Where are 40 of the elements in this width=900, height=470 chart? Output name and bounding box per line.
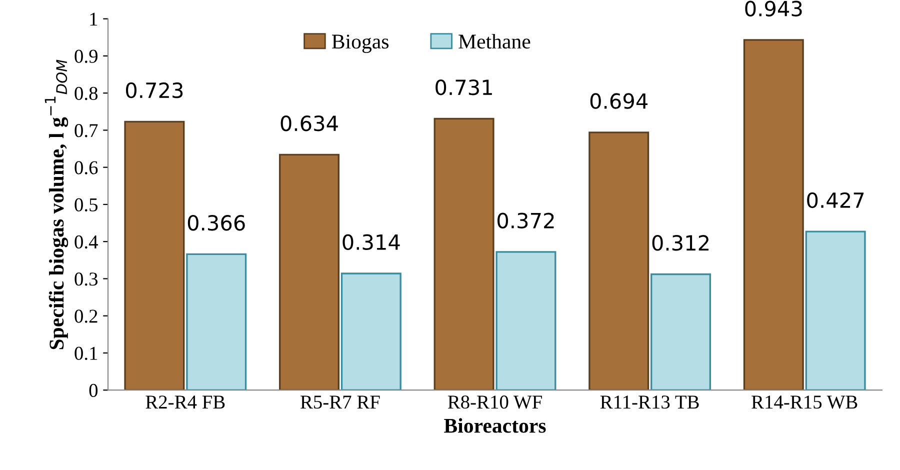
y-tick-label: 0.5 (74, 198, 98, 212)
bar (588, 132, 650, 390)
data-label: 0.634 (280, 115, 338, 132)
bar (650, 273, 712, 390)
bar (186, 253, 247, 390)
x-tick-label: R8-R10 WF (448, 396, 542, 409)
y-tick-label: 0 (89, 384, 98, 398)
data-label: 0.366 (188, 214, 245, 231)
y-tick-label: 0.2 (74, 310, 98, 323)
data-label: 0.312 (652, 235, 708, 251)
bar (124, 120, 185, 390)
bar (434, 118, 494, 390)
data-label: 0.314 (342, 234, 400, 250)
bar (805, 230, 866, 390)
x-axis-title: Bioreactors (444, 418, 546, 433)
legend-label: Methane (458, 34, 530, 49)
y-tick-label: 0.1 (74, 346, 98, 360)
y-tick-label: 0.9 (74, 50, 98, 63)
legend-label: Biogas (332, 34, 388, 53)
x-tick-label: R2-R4 FB (146, 396, 225, 409)
y-tick-label: 0.4 (74, 235, 98, 249)
data-label: 0.943 (745, 0, 802, 16)
bar (278, 154, 340, 390)
x-tick-label: R5-R7 RF (300, 396, 380, 409)
x-tick-label: R14-R15 WB (752, 396, 858, 409)
data-label: 0.694 (590, 93, 648, 109)
y-tick-label: 0.8 (74, 86, 98, 100)
y-tick-label: 0.7 (74, 124, 98, 138)
data-label: 0.723 (126, 82, 183, 98)
bar (496, 251, 556, 390)
y-tick-label: 1 (90, 12, 98, 26)
data-label: 0.731 (436, 79, 492, 96)
data-label: 0.372 (498, 212, 554, 228)
bar (340, 272, 402, 390)
bar (743, 39, 804, 390)
x-tick-label: R11-R13 TB (600, 396, 699, 409)
y-tick-label: 0.3 (74, 272, 98, 286)
y-tick-label: 0.6 (74, 161, 98, 174)
y-axis-title: Specific biogas volume, l g$^{−1}$$_{DOM}$ (44, 60, 68, 350)
data-label: 0.427 (807, 192, 864, 208)
